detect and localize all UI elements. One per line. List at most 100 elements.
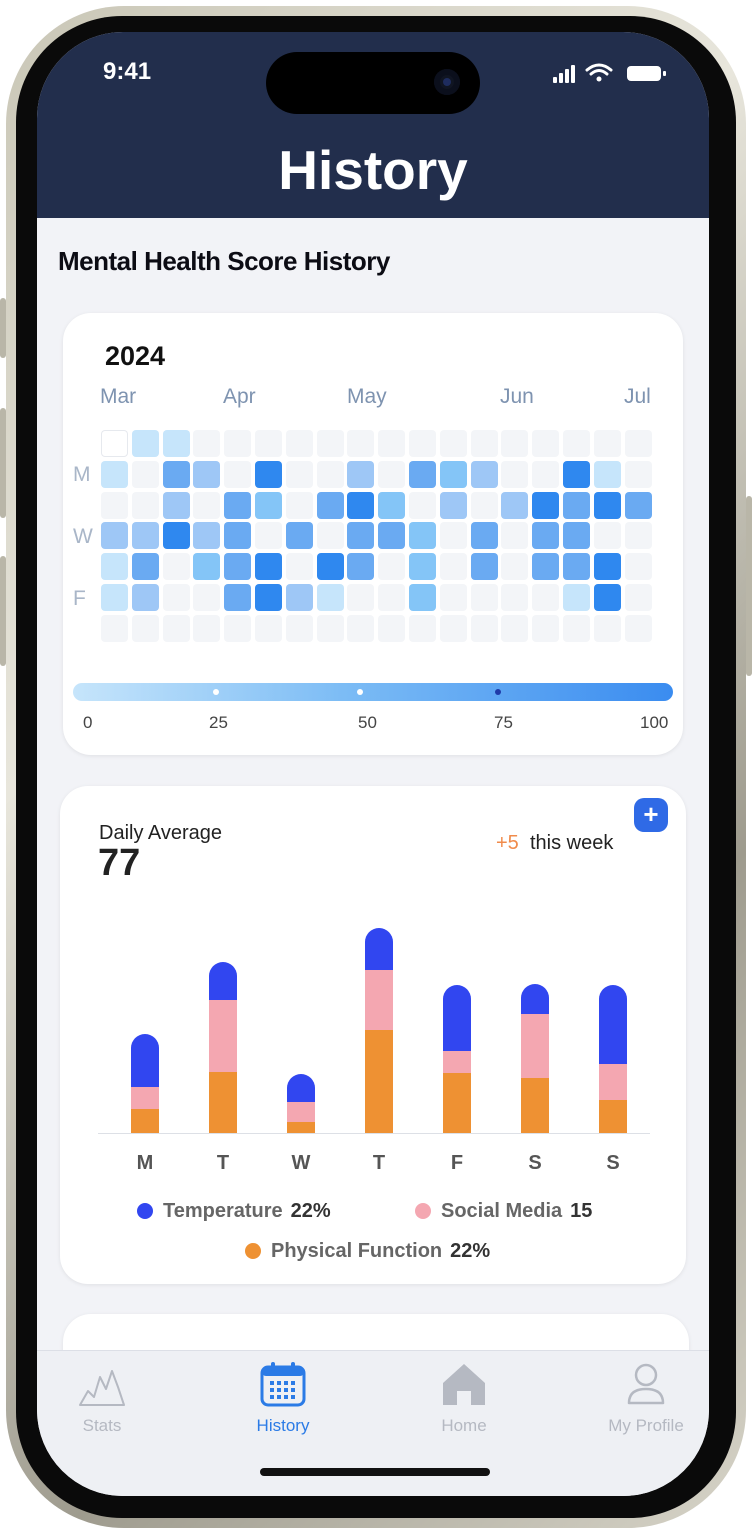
- heatmap-cell: [255, 614, 282, 642]
- tab-home[interactable]: Home: [409, 1361, 519, 1436]
- heatmap-cell: [193, 584, 221, 611]
- heatmap-cell: [224, 491, 252, 519]
- heatmap-cell: [316, 460, 344, 488]
- tab-label: Home: [441, 1416, 487, 1435]
- chart-bar-segment: [443, 1051, 471, 1073]
- chart-bar-segment: [209, 1000, 237, 1072]
- heatmap-cell: [193, 614, 221, 642]
- heatmap-cell: [224, 553, 252, 581]
- heatmap-cell: [409, 522, 436, 550]
- home-icon: [443, 1364, 485, 1405]
- heatmap-cell: [224, 584, 252, 611]
- legend-dot: [137, 1203, 153, 1219]
- heatmap-cell: [378, 430, 406, 457]
- chart-bar-segment: [287, 1074, 315, 1102]
- scale-label: 50: [358, 713, 377, 732]
- daily-average-value: 77: [98, 842, 141, 884]
- heatmap-cell: [593, 584, 621, 611]
- month-label: Jun: [500, 385, 534, 408]
- day-label: W: [73, 525, 93, 548]
- heatmap-cell: [224, 430, 252, 457]
- heatmap-cell: [347, 460, 375, 488]
- chart-bar-segment: [209, 962, 237, 1000]
- heatmap-cell: [347, 614, 375, 642]
- heatmap-cell: [532, 553, 560, 581]
- scale-marker: [213, 689, 219, 695]
- heatmap-cell: [439, 614, 467, 642]
- chart-bar-segment: [521, 984, 549, 1014]
- camera-icon: [434, 69, 460, 95]
- legend-value: 15: [570, 1200, 593, 1222]
- legend-dot: [415, 1203, 431, 1219]
- heatmap-cell: [162, 430, 190, 457]
- heatmap-cell: [563, 460, 590, 488]
- x-axis-label: T: [216, 1152, 230, 1174]
- heatmap-cell: [532, 491, 560, 519]
- heatmap-cell: [378, 460, 406, 488]
- month-label: Jul: [624, 385, 651, 408]
- heatmap-cell: [131, 460, 159, 488]
- heatmap-cell: [193, 491, 221, 519]
- heatmap-cell: [347, 430, 375, 457]
- heatmap-cell: [624, 522, 652, 550]
- heatmap-cell: [347, 584, 375, 611]
- heatmap-cell: [131, 522, 159, 550]
- legend-name: Temperature: [163, 1200, 283, 1222]
- heatmap-cell: [224, 614, 252, 642]
- chart-baseline: [98, 1133, 650, 1134]
- heatmap-cell: [439, 430, 467, 457]
- chart-bar: [131, 1034, 159, 1133]
- heatmap-cell: [532, 584, 560, 611]
- tab-label: History: [256, 1416, 310, 1435]
- heatmap-cell: [470, 584, 498, 611]
- tab-stats[interactable]: Stats: [47, 1361, 157, 1436]
- heatmap-cell: [624, 553, 652, 581]
- chart-bar-segment: [365, 1030, 393, 1133]
- chart-bar-segment: [443, 985, 471, 1051]
- chart-bar: [365, 928, 393, 1133]
- home-indicator: [260, 1468, 490, 1476]
- heatmap-cell: [316, 522, 344, 550]
- heatmap-cell: [378, 584, 406, 611]
- heatmap-cell: [255, 522, 282, 550]
- tab-label: My Profile: [608, 1416, 684, 1435]
- heatmap-cell: [101, 522, 128, 550]
- heatmap-cell: [624, 614, 652, 642]
- heatmap-cell: [224, 460, 252, 488]
- month-label: May: [347, 385, 387, 408]
- legend-item-social-media: Social Media 15: [415, 1200, 592, 1223]
- scale-label: 75: [494, 713, 513, 732]
- cellular-signal-icon: [553, 65, 575, 83]
- heatmap-cell: [131, 491, 159, 519]
- page-title: History: [278, 139, 468, 201]
- chart-bar-segment: [131, 1109, 159, 1133]
- x-axis-label: S: [606, 1152, 620, 1174]
- heatmap-cell: [255, 460, 282, 488]
- month-label: Apr: [223, 385, 256, 408]
- weekly-delta: +5: [496, 832, 519, 854]
- heatmap-cell: [255, 553, 282, 581]
- side-button-power: [746, 496, 752, 676]
- tab-history[interactable]: History: [228, 1361, 338, 1436]
- legend-value: 22%: [290, 1200, 331, 1222]
- heatmap-cell: [162, 614, 190, 642]
- battery-icon: [627, 66, 666, 81]
- heatmap-cell: [470, 614, 498, 642]
- add-button[interactable]: +: [634, 798, 668, 832]
- x-axis-label: S: [528, 1152, 542, 1174]
- tab-my-profile[interactable]: My Profile: [591, 1361, 701, 1436]
- legend-name: Social Media: [441, 1200, 563, 1222]
- chart-bar-segment: [131, 1087, 159, 1109]
- x-axis-label: W: [291, 1152, 311, 1174]
- chart-bar: [521, 984, 549, 1133]
- heatmap-cell: [285, 430, 313, 457]
- heatmap-cell: [532, 460, 560, 488]
- heatmap-cell: [593, 491, 621, 519]
- heatmap-cell: [285, 584, 313, 611]
- x-axis-label: T: [372, 1152, 386, 1174]
- heatmap-card: 2024 Mar Apr May Jun Jul M W F 0 25 50 7…: [63, 313, 683, 755]
- heatmap-cell: [131, 584, 159, 611]
- heatmap-cell: [378, 491, 406, 519]
- heatmap-cell: [501, 430, 529, 457]
- profile-icon: [627, 1363, 665, 1405]
